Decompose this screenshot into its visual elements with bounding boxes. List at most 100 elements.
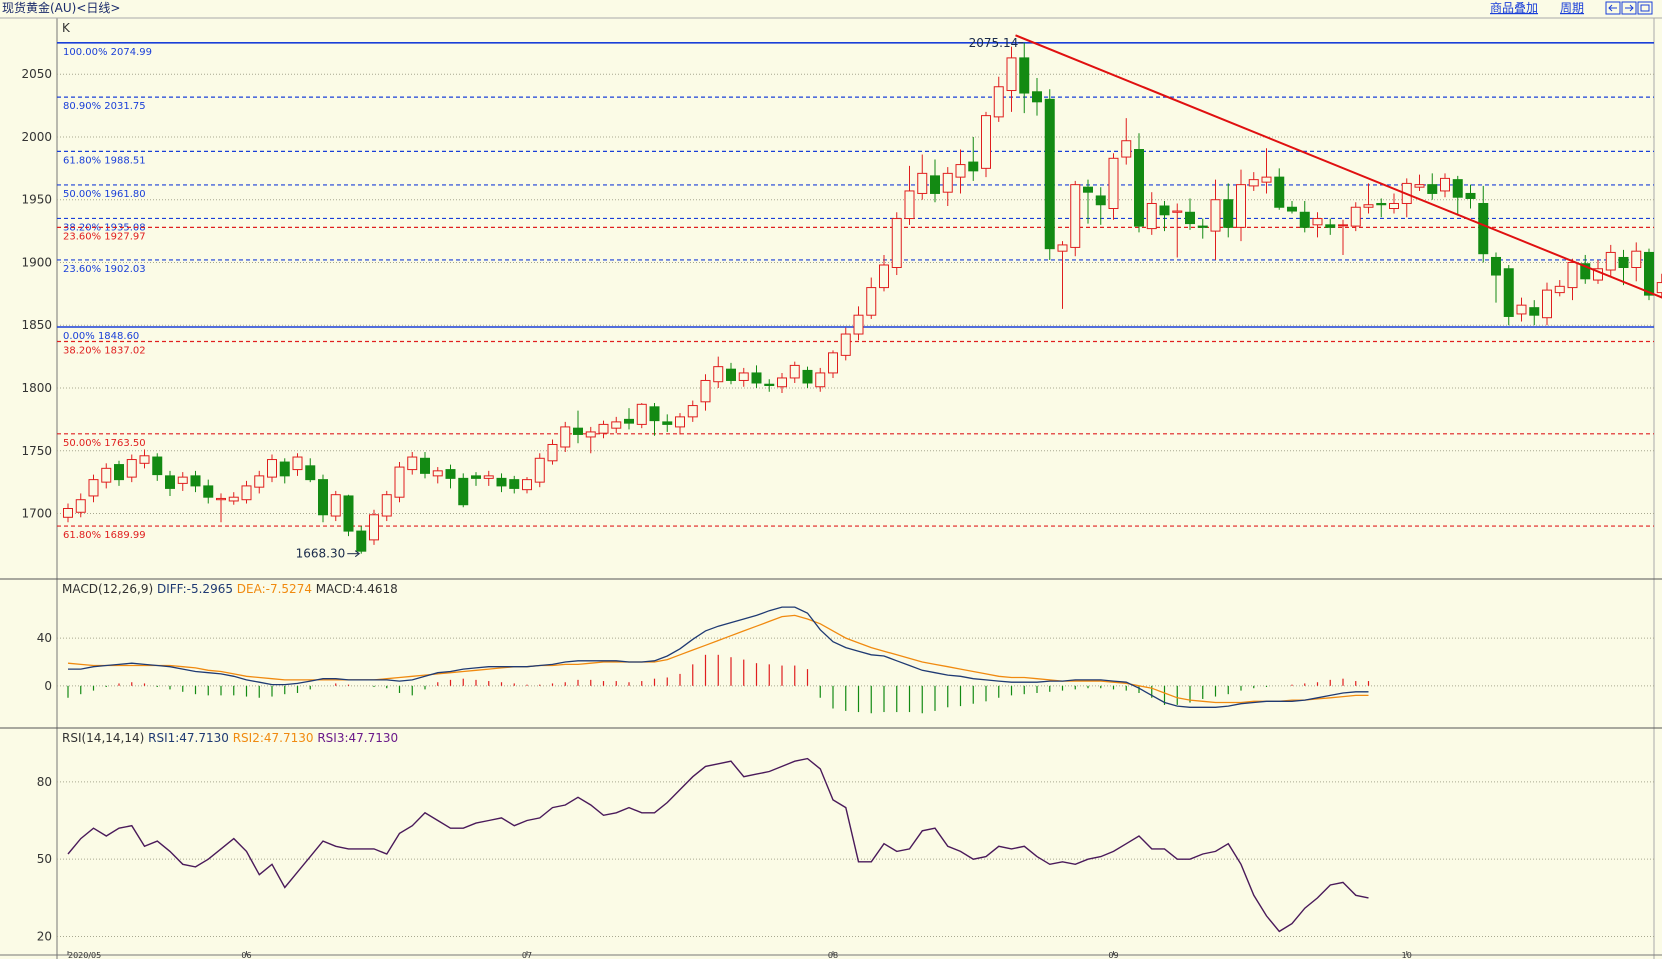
k-tick-label-1950: 1950 <box>21 193 52 207</box>
candle <box>1121 118 1132 165</box>
candle <box>1325 218 1336 235</box>
k-tick-label-1700: 1700 <box>21 507 52 521</box>
candle <box>1427 173 1438 200</box>
candle-body <box>254 475 265 488</box>
candle <box>279 458 290 484</box>
candle-body <box>381 494 392 517</box>
candle-body <box>1032 91 1042 103</box>
candle <box>700 374 711 411</box>
candle <box>483 470 494 486</box>
macd-legend-item-3: MACD:4.4618 <box>312 582 398 596</box>
rsi-legend: RSI(14,14,14) RSI1:47.7130 RSI2:47.7130 … <box>62 731 398 745</box>
candle-body <box>1503 268 1514 317</box>
fib-level-label: 23.60% 1927.97 <box>63 231 146 242</box>
candle-body <box>1236 184 1246 228</box>
candle-body <box>267 459 277 478</box>
fib-level-label: 38.20% 1837.02 <box>63 346 146 357</box>
candle <box>993 76 1004 122</box>
rsi-tick-label-20: 20 <box>37 930 52 944</box>
candle-body <box>585 431 596 438</box>
candle <box>88 474 99 503</box>
candle-body <box>343 495 354 532</box>
x-tick-label: 10 <box>1402 951 1412 959</box>
candle-body <box>1325 224 1336 228</box>
candle <box>547 439 558 465</box>
candle-body <box>1121 140 1132 158</box>
candle <box>726 362 736 385</box>
maximize-glyph-icon <box>1640 4 1650 12</box>
rsi-pane-series[interactable] <box>67 757 1369 933</box>
rsi-tick-label-50: 50 <box>37 852 52 866</box>
overlay-symbol-link[interactable]: 商品叠加 <box>1490 0 1538 15</box>
macd-pane-series[interactable] <box>67 606 1370 714</box>
candle <box>496 473 507 493</box>
candle-body <box>1656 282 1662 294</box>
candle <box>853 306 864 341</box>
candle-body <box>1376 202 1387 206</box>
candle-body <box>522 479 532 491</box>
candle <box>292 453 303 476</box>
window-nav-buttons[interactable] <box>1605 1 1653 15</box>
candle <box>1350 202 1361 232</box>
candle-body <box>63 507 73 518</box>
candle-body <box>1210 199 1221 232</box>
rsi-legend-item-1: RSI1:47.7130 <box>144 731 229 745</box>
candle-body <box>483 475 494 479</box>
candle-body <box>420 457 430 474</box>
candle-body <box>75 499 86 513</box>
candle-body <box>1618 256 1629 269</box>
candle <box>687 400 698 422</box>
candle-body <box>891 218 902 269</box>
x-tick-label: 2020/05 <box>68 951 101 959</box>
candle <box>1274 168 1285 210</box>
candle <box>356 526 367 554</box>
arrow-right-icon <box>1625 4 1634 12</box>
candle <box>522 477 532 494</box>
candle-body <box>1044 98 1055 250</box>
candle-body <box>1057 244 1068 252</box>
candle-body <box>1172 210 1183 213</box>
candle-body <box>930 175 940 194</box>
candle-body <box>993 86 1004 118</box>
candle <box>534 453 545 488</box>
trendline-layer[interactable] <box>1015 34 1662 310</box>
candle <box>1529 300 1540 326</box>
candle <box>1312 212 1323 238</box>
candle <box>1210 179 1221 260</box>
candle <box>1032 77 1042 116</box>
candle-body <box>1261 176 1272 183</box>
candle <box>1108 153 1119 220</box>
candle-body <box>764 383 775 386</box>
scroll-left-icon[interactable] <box>1605 1 1621 15</box>
candle <box>1070 180 1081 257</box>
candle <box>1057 241 1068 309</box>
candle-body <box>1019 57 1030 94</box>
scroll-right-icon[interactable] <box>1621 1 1637 15</box>
candle-body <box>738 372 749 381</box>
candle-body <box>216 497 226 501</box>
candle <box>228 492 239 505</box>
candle <box>1248 172 1259 191</box>
candle-body <box>458 477 469 506</box>
candle <box>1095 187 1106 225</box>
maximize-icon[interactable] <box>1637 1 1653 15</box>
candle-body <box>1414 184 1425 188</box>
candle-body <box>1350 206 1361 227</box>
trendline <box>1015 34 1662 299</box>
candle-body <box>789 364 800 379</box>
candle <box>1223 183 1234 238</box>
extreme-markers: 2075.14 1668.30 <box>296 36 1024 561</box>
candle <box>802 366 813 388</box>
candlestick-series[interactable] <box>63 42 1662 554</box>
macd-pane-gridlines: 0 40 <box>37 631 1654 693</box>
period-link[interactable]: 周期 <box>1560 1 1584 15</box>
fib-level-label: 23.60% 1902.03 <box>63 264 146 275</box>
candle <box>165 470 175 496</box>
candle-body <box>713 366 724 383</box>
macd-tick-label-0: 0 <box>44 679 52 693</box>
candle <box>815 367 826 392</box>
candle <box>471 472 481 486</box>
candle <box>1185 198 1195 230</box>
